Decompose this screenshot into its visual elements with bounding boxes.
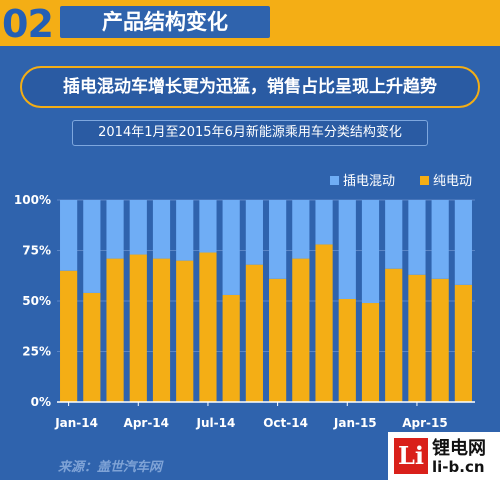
legend-label: 纯电动 (433, 174, 472, 189)
bar-segment-bev (292, 258, 310, 402)
x-tick-label: Jul-14 (196, 416, 236, 430)
bar-segment-phev (361, 200, 380, 304)
x-tick-label: Apr-15 (402, 416, 447, 430)
watermark-url: li-b.cn (432, 458, 485, 476)
section-title: 产品结构变化 (60, 6, 270, 38)
bar-segment-bev (222, 294, 240, 402)
bar-segment-bev (408, 274, 426, 402)
bar-segment-phev (199, 200, 217, 253)
x-tick-label: Oct-14 (263, 416, 308, 430)
watermark-logo: Li (394, 438, 428, 474)
x-tick-label: Jan-15 (333, 416, 377, 430)
bar-segment-bev (315, 244, 333, 402)
legend-swatch (420, 176, 429, 185)
bar-segment-phev (245, 200, 263, 265)
source-note: 来源：盖世汽车网 (58, 460, 163, 475)
watermark: Li 锂电网 li-b.cn (388, 432, 500, 480)
y-tick-label: 100% (14, 193, 51, 207)
bars (60, 200, 472, 402)
bar-segment-phev (454, 200, 472, 285)
bar-segment-bev (245, 264, 263, 402)
bar-segment-phev (269, 200, 287, 279)
bar-segment-phev (106, 200, 124, 259)
bar-segment-phev (129, 200, 147, 255)
bar-segment-phev (338, 200, 356, 299)
bar-segment-bev (454, 284, 472, 402)
bar-segment-bev (129, 254, 147, 402)
x-tick-label: Apr-14 (124, 416, 169, 430)
y-axis: 0% 25% 50% 75% 100% (14, 193, 51, 409)
bar-segment-phev (176, 200, 194, 261)
chart-title: 2014年1月至2015年6月新能源乘用车分类结构变化 (72, 120, 428, 146)
bar-segment-bev (60, 270, 78, 402)
x-tick-label: Jan-14 (54, 416, 98, 430)
section-number: 02 (2, 2, 54, 46)
bar-segment-bev (385, 268, 403, 402)
bar-segment-phev (315, 200, 333, 245)
bar-segment-phev (152, 200, 171, 259)
y-tick-label: 0% (31, 395, 51, 409)
y-tick-label: 50% (22, 294, 51, 308)
bar-segment-phev (292, 200, 310, 259)
y-tick-label: 25% (22, 345, 51, 359)
legend-swatch (330, 176, 339, 185)
bar-segment-bev (269, 278, 287, 402)
watermark-name: 锂电网 (432, 438, 486, 459)
bar-segment-phev (431, 200, 449, 279)
bar-segment-bev (106, 258, 124, 402)
legend: 插电混动 纯电动 (330, 174, 472, 189)
bar-segment-bev (176, 260, 194, 402)
bar-segment-bev (361, 303, 380, 402)
bar-segment-phev (385, 200, 403, 269)
y-tick-label: 75% (22, 244, 51, 258)
bar-segment-bev (152, 258, 171, 402)
bar-segment-phev (222, 200, 240, 295)
bar-segment-bev (338, 298, 356, 402)
x-axis: Jan-14 Apr-14 Jul-14 Oct-14 Jan-15 Apr-15 (54, 401, 475, 430)
legend-label: 插电混动 (343, 174, 395, 189)
stacked-bar-chart: 0% 25% 50% 75% 100% Jan-14 Apr-14 Jul-14 Oct-14… (14, 174, 475, 430)
headline: 插电混动车增长更为迅猛，销售占比呈现上升趋势 (20, 66, 480, 108)
bar-segment-bev (83, 292, 101, 402)
bar-segment-phev (83, 200, 101, 293)
bar-segment-bev (199, 252, 217, 402)
bar-segment-bev (431, 278, 449, 402)
bar-segment-phev (60, 200, 78, 271)
bar-segment-phev (408, 200, 426, 275)
